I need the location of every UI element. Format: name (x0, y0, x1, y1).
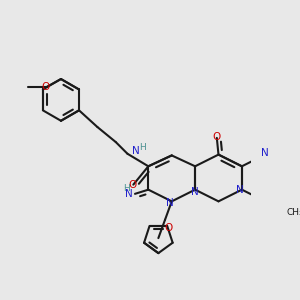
Text: H: H (139, 142, 146, 152)
Text: O: O (165, 223, 173, 232)
Text: N: N (133, 146, 140, 156)
Text: N: N (261, 148, 269, 158)
Text: N: N (191, 187, 199, 197)
Text: O: O (213, 132, 221, 142)
Text: O: O (41, 82, 49, 92)
Text: CH₃: CH₃ (287, 208, 300, 217)
Text: O: O (128, 180, 136, 190)
Text: N: N (236, 185, 244, 195)
Text: H: H (123, 184, 130, 193)
Text: N: N (125, 189, 133, 199)
Text: N: N (166, 198, 174, 208)
